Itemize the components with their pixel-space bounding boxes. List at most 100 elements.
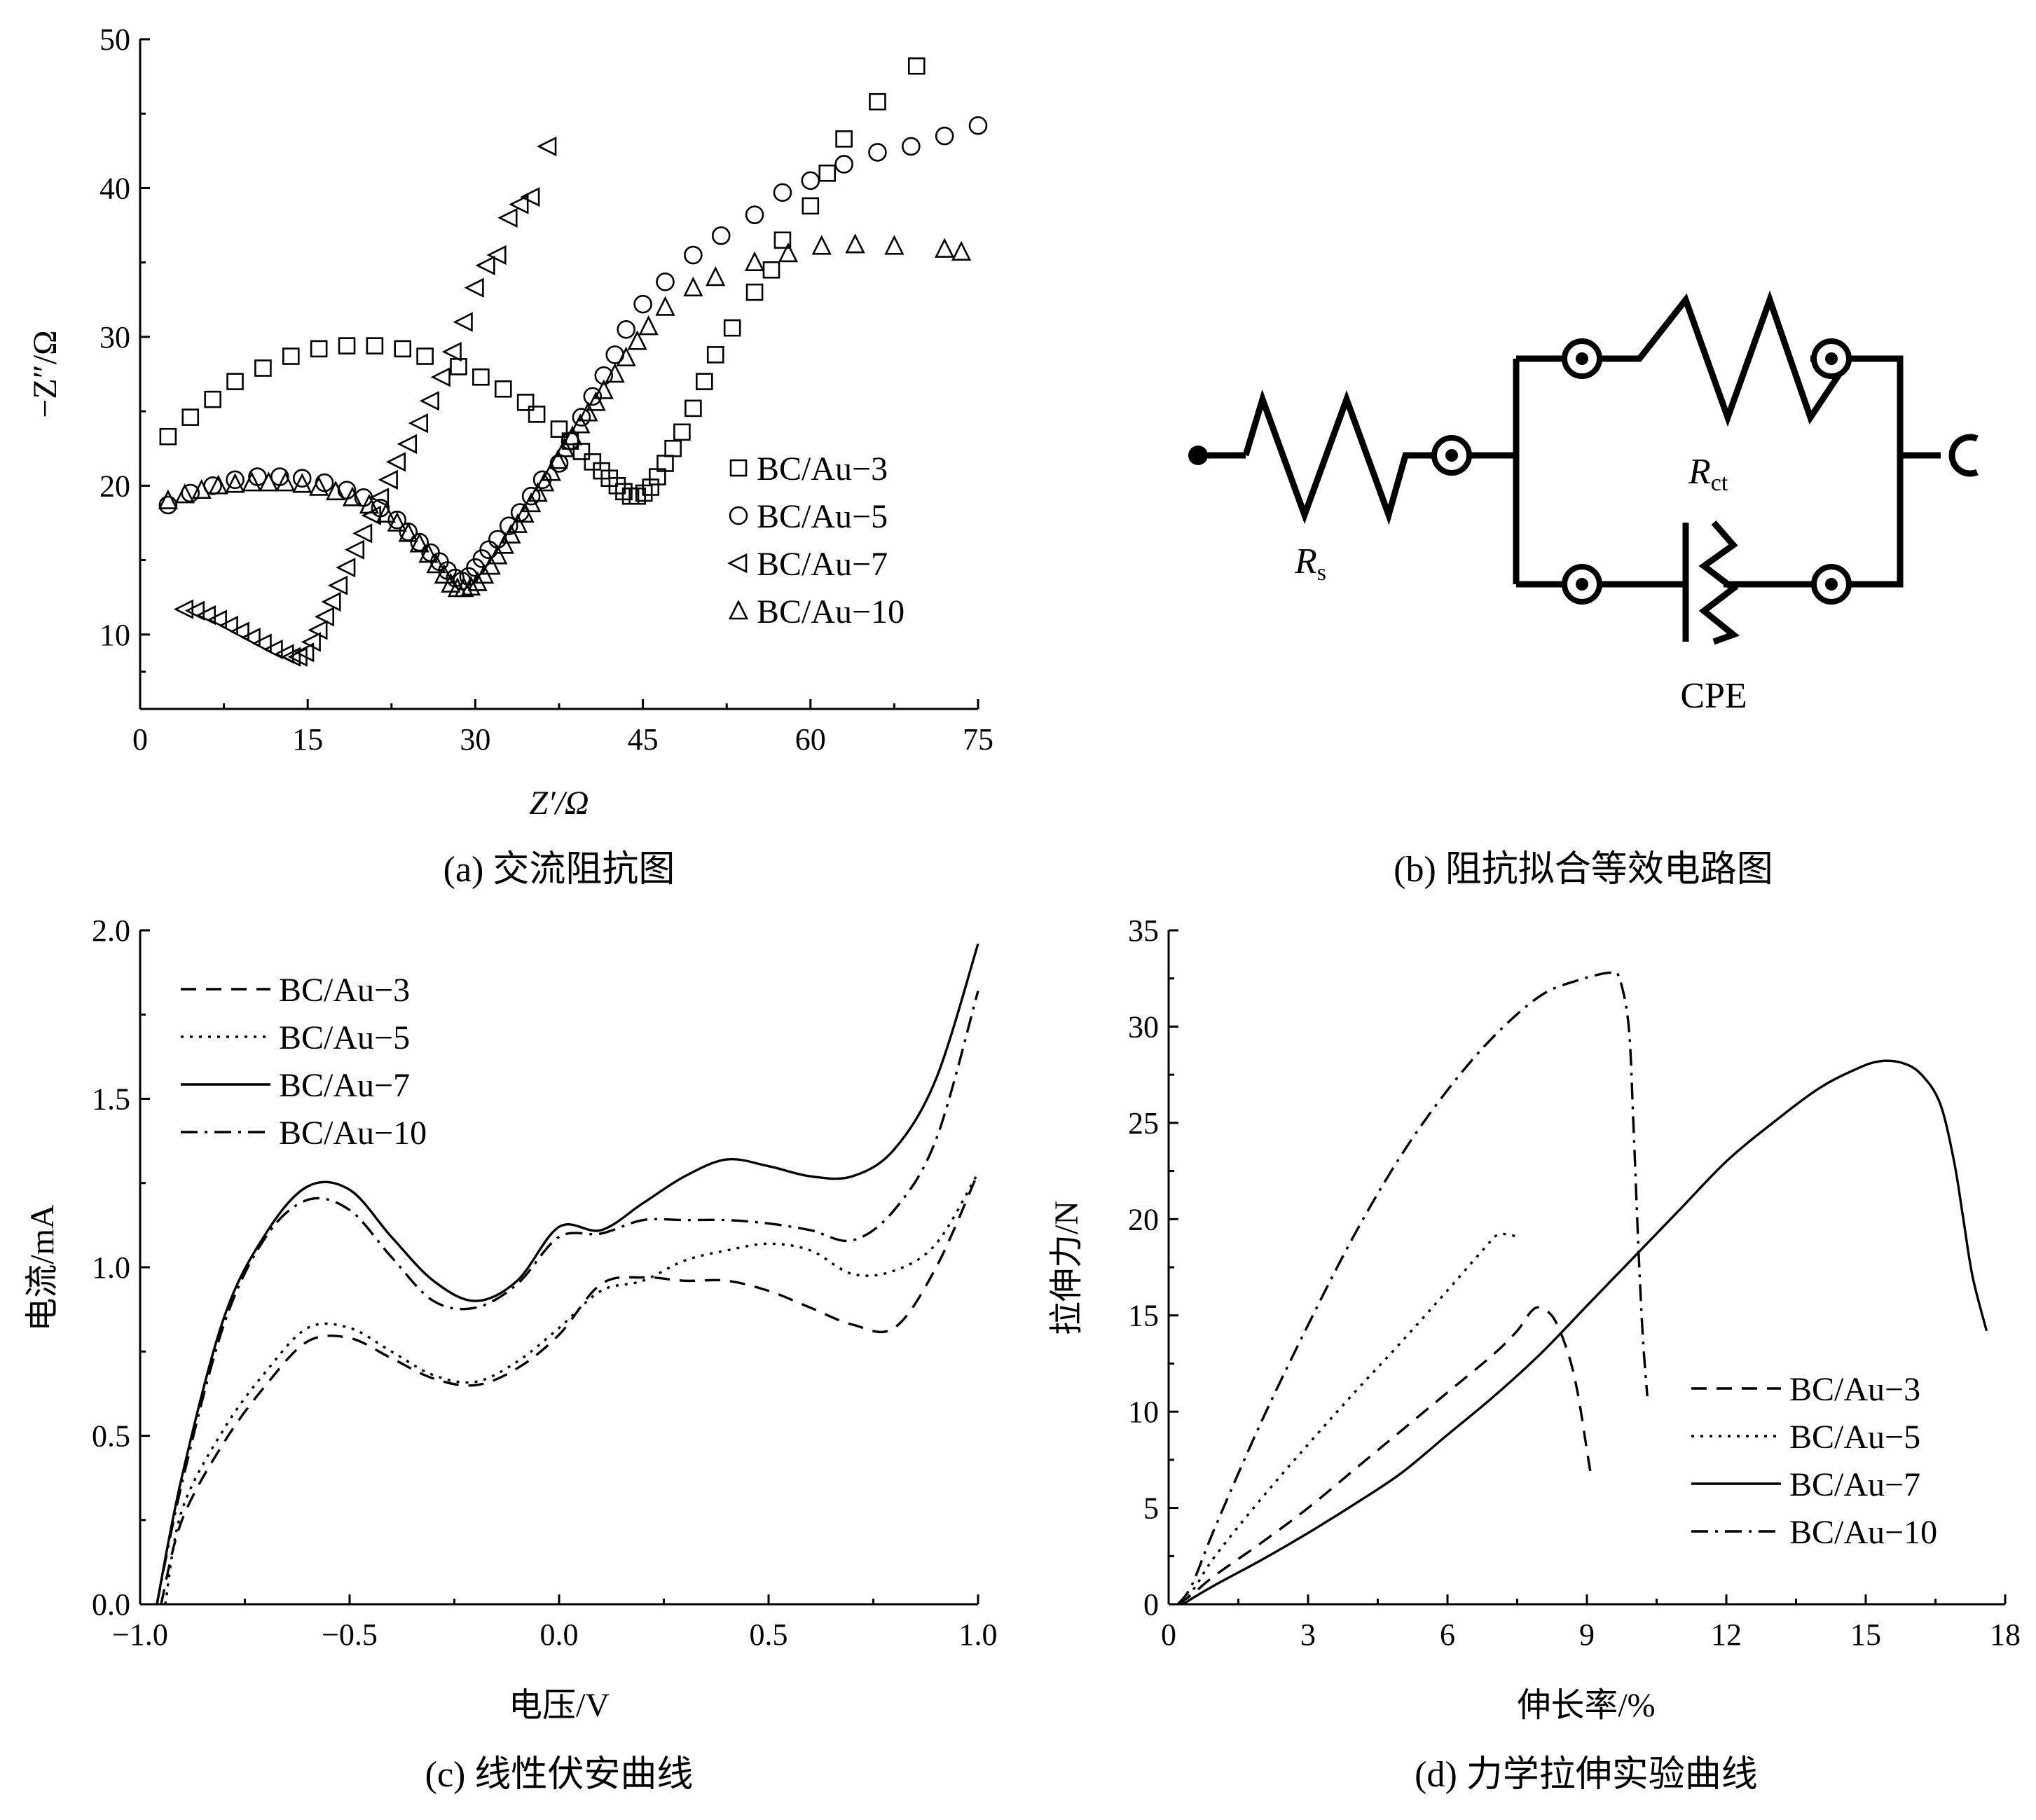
series-square bbox=[159, 57, 926, 505]
y-axis-label-a: −Z″/Ω bbox=[27, 330, 64, 418]
x-tick-label: 6 bbox=[1440, 1618, 1455, 1652]
node-circle-top-left bbox=[1562, 338, 1602, 379]
data-point bbox=[535, 471, 555, 492]
data-point bbox=[409, 532, 429, 553]
data-point bbox=[174, 483, 195, 504]
data-point bbox=[309, 476, 329, 496]
data-point bbox=[723, 319, 741, 337]
data-point bbox=[344, 539, 365, 560]
data-point bbox=[501, 523, 521, 544]
data-point bbox=[184, 600, 205, 621]
legend-label: BC/Au−10 bbox=[279, 1115, 427, 1152]
data-point bbox=[744, 251, 765, 271]
data-point bbox=[419, 391, 439, 411]
data-point bbox=[397, 434, 418, 454]
data-point bbox=[292, 469, 312, 488]
data-point bbox=[773, 231, 792, 249]
x-tick-label: 0 bbox=[132, 722, 148, 757]
y-tick-label: 30 bbox=[1128, 1009, 1159, 1044]
series-line-dotted bbox=[1181, 1232, 1518, 1605]
y-tick-label: 2.0 bbox=[92, 914, 130, 948]
data-point bbox=[811, 235, 832, 255]
data-point bbox=[308, 620, 328, 640]
data-point bbox=[778, 242, 799, 263]
data-point bbox=[494, 534, 514, 554]
y-tick-label: 50 bbox=[99, 22, 130, 57]
x-axis-label-d: 伸长率/% bbox=[1517, 1687, 1655, 1724]
x-tick-label: 15 bbox=[292, 722, 323, 757]
data-point bbox=[907, 57, 926, 75]
data-point bbox=[254, 359, 272, 377]
data-point bbox=[550, 420, 568, 438]
data-point bbox=[181, 408, 200, 426]
data-point bbox=[696, 373, 713, 390]
y-tick-label: 1.5 bbox=[92, 1082, 130, 1117]
wire-right bbox=[1849, 355, 1941, 588]
data-point bbox=[507, 513, 528, 533]
data-point bbox=[608, 477, 626, 495]
x-tick-label: 3 bbox=[1300, 1618, 1316, 1652]
legend-label: BC/Au−10 bbox=[757, 593, 904, 630]
terminal-dot bbox=[1188, 446, 1208, 465]
data-point bbox=[628, 487, 646, 505]
legend-d: BC/Au−3 BC/Au−5 BC/Au−7 BC/Au−10 bbox=[1691, 1371, 1937, 1551]
data-point bbox=[584, 453, 602, 471]
legend-label: BC/Au−7 bbox=[279, 1067, 410, 1104]
x-axis-label-a: Z′/Ω bbox=[529, 785, 589, 822]
data-point bbox=[191, 478, 212, 499]
y-tick-label: 40 bbox=[99, 171, 130, 205]
data-point bbox=[594, 366, 614, 385]
x-axis-label-c: 电压/V bbox=[509, 1687, 610, 1724]
data-point bbox=[450, 358, 467, 375]
data-point bbox=[521, 492, 542, 513]
y-tick-label: 15 bbox=[1128, 1299, 1159, 1333]
legend-label: BC/Au−5 bbox=[1789, 1419, 1920, 1456]
data-point bbox=[802, 197, 820, 215]
data-point bbox=[314, 607, 335, 627]
data-point bbox=[158, 495, 178, 515]
data-point bbox=[951, 240, 972, 261]
caption-b: (b) 阻抗拟合等效电路图 bbox=[1394, 850, 1773, 890]
markers-a bbox=[158, 57, 988, 667]
data-point bbox=[583, 387, 603, 406]
voltammetry-chart: −1.0 −0.5 0.0 0.5 1.0 0.0 0.5 1.0 1.5 2.0 BC/Au−3… bbox=[24, 914, 998, 1724]
data-point bbox=[706, 266, 726, 287]
x-tick-label: −0.5 bbox=[322, 1618, 378, 1652]
data-point bbox=[935, 126, 954, 146]
data-point bbox=[387, 510, 407, 530]
data-point bbox=[301, 632, 321, 652]
series-line-dashdot bbox=[156, 991, 979, 1605]
legend-label: BC/Au−3 bbox=[757, 450, 888, 488]
data-point bbox=[570, 413, 591, 434]
data-point bbox=[509, 194, 529, 214]
data-point bbox=[656, 272, 675, 291]
data-point bbox=[554, 437, 575, 457]
data-point bbox=[835, 130, 853, 148]
data-point bbox=[226, 470, 245, 490]
y-tick-label: 0.5 bbox=[92, 1419, 130, 1454]
label-cpe: CPE bbox=[1680, 676, 1747, 716]
y-tick-label: 20 bbox=[1128, 1202, 1159, 1236]
data-point bbox=[572, 408, 591, 427]
x-tick-label: 1.0 bbox=[959, 1618, 998, 1652]
data-point bbox=[706, 346, 724, 364]
data-point bbox=[208, 474, 228, 495]
data-point bbox=[441, 342, 462, 362]
legend-label: BC/Au−5 bbox=[279, 1019, 410, 1056]
label-rct: Rct bbox=[1688, 452, 1728, 496]
data-point bbox=[310, 340, 328, 358]
data-point bbox=[252, 633, 272, 654]
y-tick-label: 0.0 bbox=[92, 1587, 130, 1622]
data-point bbox=[454, 577, 474, 598]
data-point bbox=[521, 486, 541, 506]
data-point bbox=[366, 337, 384, 354]
data-point bbox=[481, 555, 501, 575]
x-tick-label: 0 bbox=[1161, 1618, 1176, 1652]
data-point bbox=[263, 639, 283, 660]
data-point bbox=[376, 502, 396, 523]
node-circle-top-right bbox=[1811, 338, 1852, 379]
data-point bbox=[497, 207, 518, 228]
data-point bbox=[173, 599, 194, 619]
data-point bbox=[617, 319, 635, 339]
